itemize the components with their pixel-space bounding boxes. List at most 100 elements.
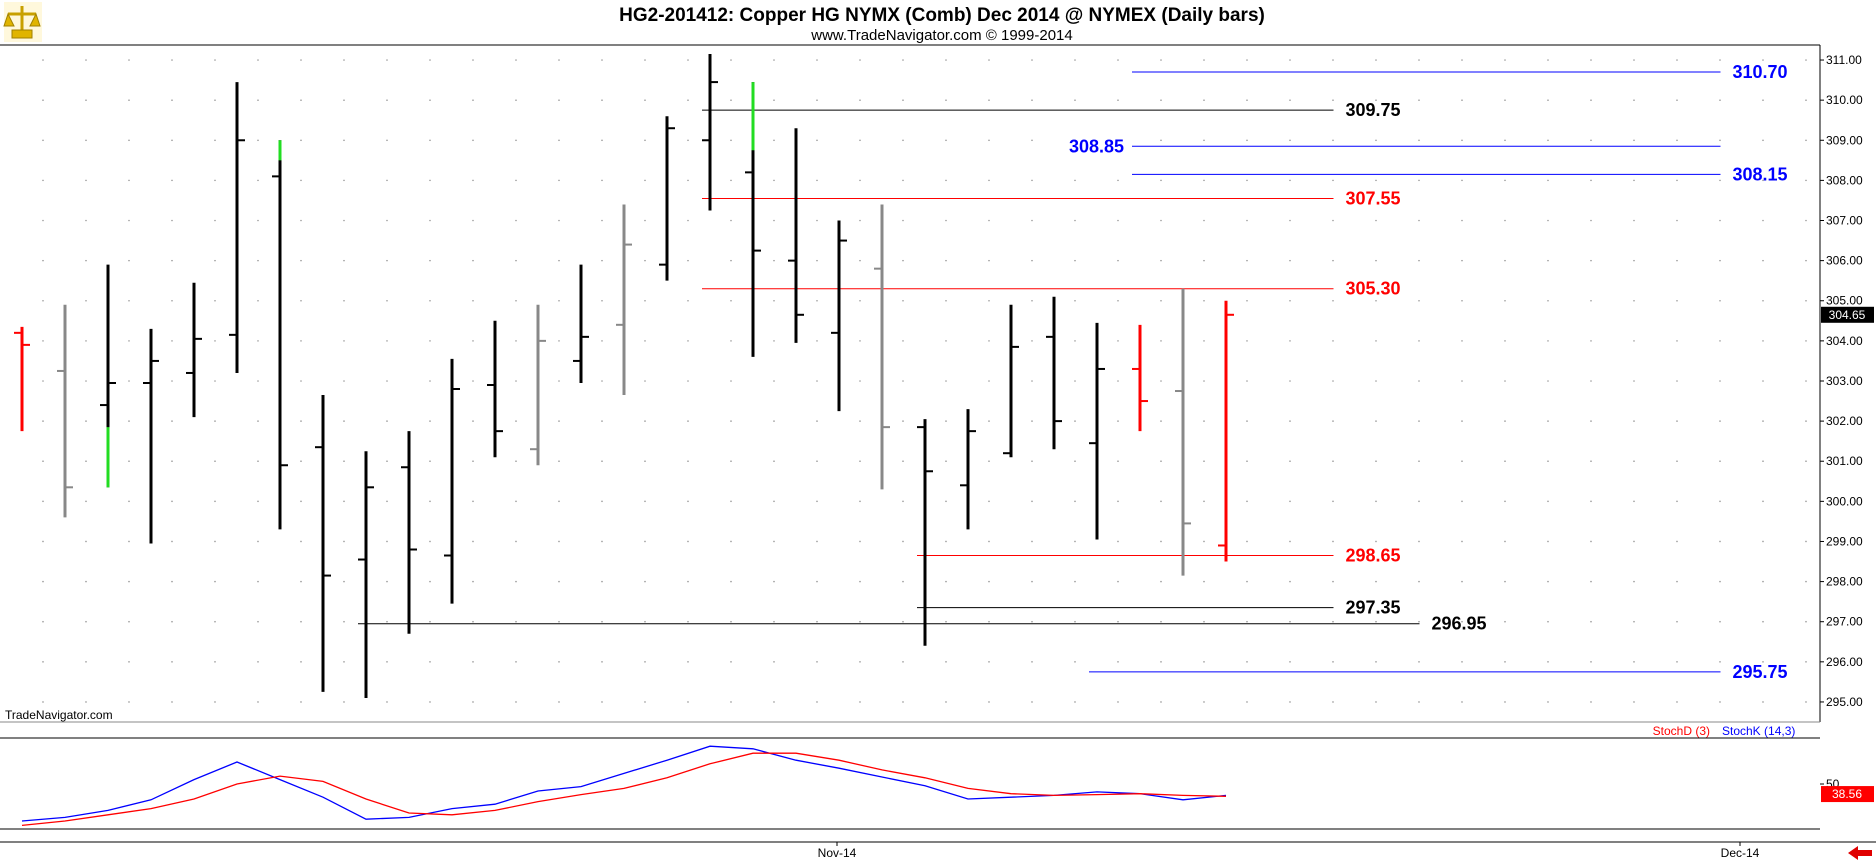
grid-dot [1590, 340, 1592, 342]
grid-dot [1418, 59, 1420, 61]
grid-dot [85, 299, 87, 302]
grid-dot [515, 420, 517, 422]
grid-dot [1762, 299, 1764, 302]
grid-dot [1547, 701, 1549, 703]
grid-dot [1332, 460, 1334, 463]
ohlc-bar [1089, 322, 1105, 540]
grid-dot [257, 500, 259, 503]
grid-dot [902, 299, 904, 302]
grid-dot [1332, 420, 1334, 422]
grid-dot [601, 580, 603, 583]
grid-dot [1719, 59, 1721, 61]
grid-dot [1289, 59, 1291, 61]
grid-dot [42, 580, 44, 583]
grid-dot [42, 179, 44, 182]
grid-dot [343, 139, 345, 142]
grid-dot [128, 701, 130, 703]
grid-dot [214, 299, 216, 302]
grid-dot [730, 460, 732, 463]
grid-dot [1117, 460, 1119, 463]
grid-dot [1418, 500, 1420, 503]
grid-dot [859, 661, 861, 663]
grid-dot [1590, 259, 1592, 262]
y-tick-label: 311.00 [1826, 53, 1862, 67]
grid-dot [773, 420, 775, 422]
grid-dot [1332, 620, 1334, 623]
price-bars [14, 54, 1234, 698]
grid-dot [644, 299, 646, 302]
grid-dot [1762, 580, 1764, 583]
grid-dot [300, 380, 302, 382]
ohlc-bar [1218, 300, 1234, 562]
legend-stochd: StochD (3) [1653, 724, 1710, 738]
ohlc-bar [1046, 296, 1062, 450]
grid-dot [42, 340, 44, 342]
grid-dot [1074, 540, 1076, 543]
grid-dot [816, 460, 818, 463]
grid-dot [171, 99, 173, 101]
grid-dot [1633, 420, 1635, 422]
stochastic-lines [21, 745, 1227, 827]
grid-dot [1461, 99, 1463, 101]
grid-dot [558, 661, 560, 663]
grid-dot [1289, 179, 1291, 182]
grid-dot [1418, 340, 1420, 342]
grid-dot [1117, 299, 1119, 302]
grid-dot [601, 99, 603, 101]
grid-dot [1504, 540, 1506, 543]
ohlc-bar [100, 264, 116, 488]
grid-dot [171, 500, 173, 503]
grid-dot [988, 580, 990, 583]
grid-dot [42, 540, 44, 543]
grid-dot [902, 59, 904, 61]
price-axis: 311.00 310.00 309.00 308.00 307.00 306.00 305.… [1820, 53, 1863, 709]
grid-dot [644, 580, 646, 583]
grid-dot [42, 661, 44, 663]
grid-dot [687, 99, 689, 101]
grid-dot [1762, 139, 1764, 142]
grid-dot [1031, 661, 1033, 663]
grid-dot [687, 219, 689, 222]
ohlc-bar [1132, 324, 1148, 432]
grid-dot [945, 380, 947, 382]
grid-dot [343, 380, 345, 382]
grid-dot [1418, 620, 1420, 623]
grid-dot [1719, 420, 1721, 422]
grid-dot [687, 179, 689, 182]
grid-dot [1375, 179, 1377, 182]
grid-dot [214, 460, 216, 463]
grid-dot [1633, 460, 1635, 463]
grid-dot [1031, 340, 1033, 342]
ohlc-bar [874, 204, 890, 490]
grid-dot [1633, 179, 1635, 182]
grid-dot [472, 540, 474, 543]
grid-dot [1676, 580, 1678, 583]
grid-dot [472, 340, 474, 342]
y-tick-label: 304.00 [1826, 334, 1863, 348]
grid-dot [1203, 420, 1205, 422]
grid-dot [558, 340, 560, 342]
grid-dot [1504, 580, 1506, 583]
grid-dot [1590, 219, 1592, 222]
grid-dot [601, 540, 603, 543]
grid-dot [1418, 460, 1420, 463]
grid-dot [687, 580, 689, 583]
grid-dot [558, 219, 560, 222]
grid-dot [257, 299, 259, 302]
grid-dot [1461, 179, 1463, 182]
grid-dot [558, 59, 560, 61]
grid-dot [1805, 540, 1807, 543]
ohlc-bar [272, 140, 288, 530]
ohlc-bar [487, 320, 503, 458]
grid-dot [1547, 219, 1549, 222]
grid-dot [1633, 540, 1635, 543]
left-arrow-icon[interactable] [1838, 843, 1876, 863]
grid-dot [1633, 580, 1635, 583]
grid-dot [1719, 219, 1721, 222]
grid-dot [1031, 580, 1033, 583]
grid-dot [1590, 380, 1592, 382]
grid-dot [85, 179, 87, 182]
grid-dot [902, 580, 904, 583]
grid-dot [558, 420, 560, 422]
